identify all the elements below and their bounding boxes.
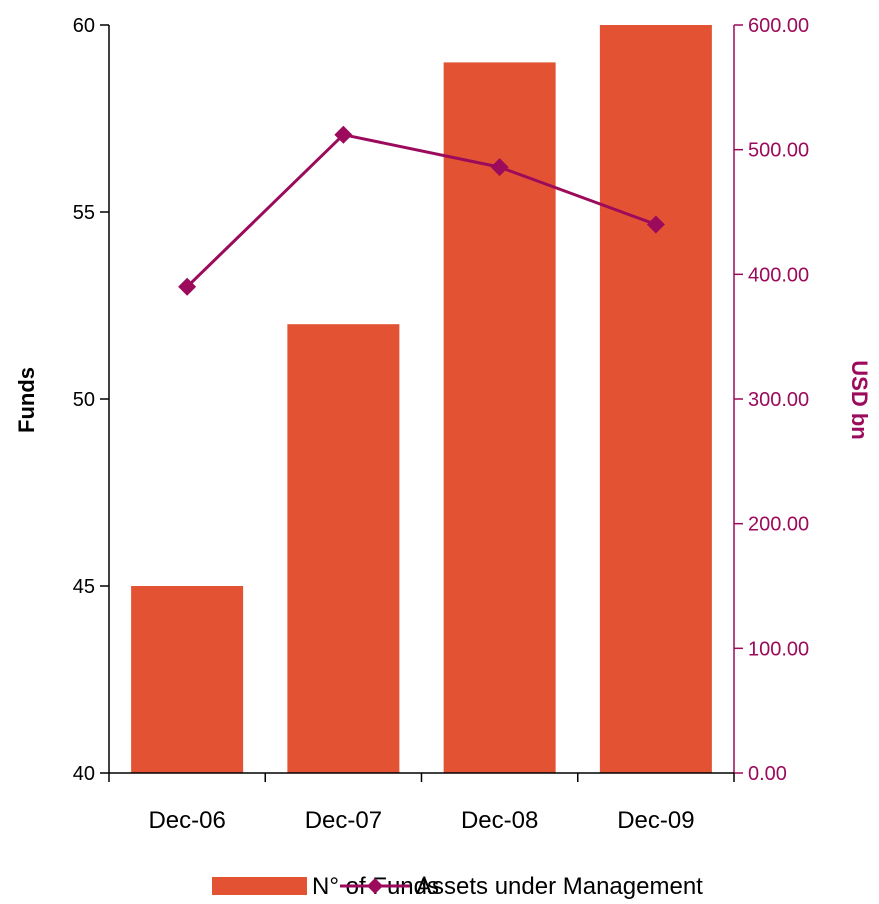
right-axis: 0.00 100.00 200.00 300.00 400.00 500.00 600.00 [733,15,809,785]
left-axis: 40 45 50 55 60 [73,15,110,785]
bar-Dec-06 [131,586,244,773]
x-tick-label: Dec-07 [305,807,382,834]
left-tick-label: 55 [73,202,95,224]
aum-point-Dec-07 [334,125,353,144]
left-tick-label: 60 [73,15,95,37]
left-axis-title: Funds [14,367,39,433]
right-tick-label: 400.00 [748,264,809,286]
bars-group [131,25,712,773]
x-tick-label: Dec-09 [617,807,694,834]
right-tick-label: 200.00 [748,514,809,536]
right-tick-label: 500.00 [748,140,809,162]
legend-line-label: Assets under Management [416,873,703,900]
right-tick-label: 0.00 [748,763,787,785]
legend: N° of Funds Assets under Management [212,873,703,900]
left-tick-label: 45 [73,576,95,598]
aum-point-Dec-06 [178,277,197,296]
right-axis-title: USD bn [847,360,872,439]
right-tick-label: 300.00 [748,389,809,411]
aum-point-Dec-09 [646,215,665,234]
aum-line-series [178,125,665,296]
bar-Dec-09 [599,25,712,773]
aum-point-Dec-08 [490,158,509,177]
x-tick-label: Dec-06 [148,807,225,834]
legend-bar-swatch [212,877,307,895]
legend-line-marker [367,878,383,894]
right-tick-label: 100.00 [748,638,809,660]
left-tick-label: 40 [73,763,95,785]
bar-Dec-07 [287,324,400,773]
left-tick-label: 50 [73,389,95,411]
x-tick-label: Dec-08 [461,807,538,834]
x-axis: Dec-06 Dec-07 Dec-08 Dec-09 [108,772,735,834]
aum-line [186,133,657,288]
right-tick-label: 600.00 [748,15,809,37]
